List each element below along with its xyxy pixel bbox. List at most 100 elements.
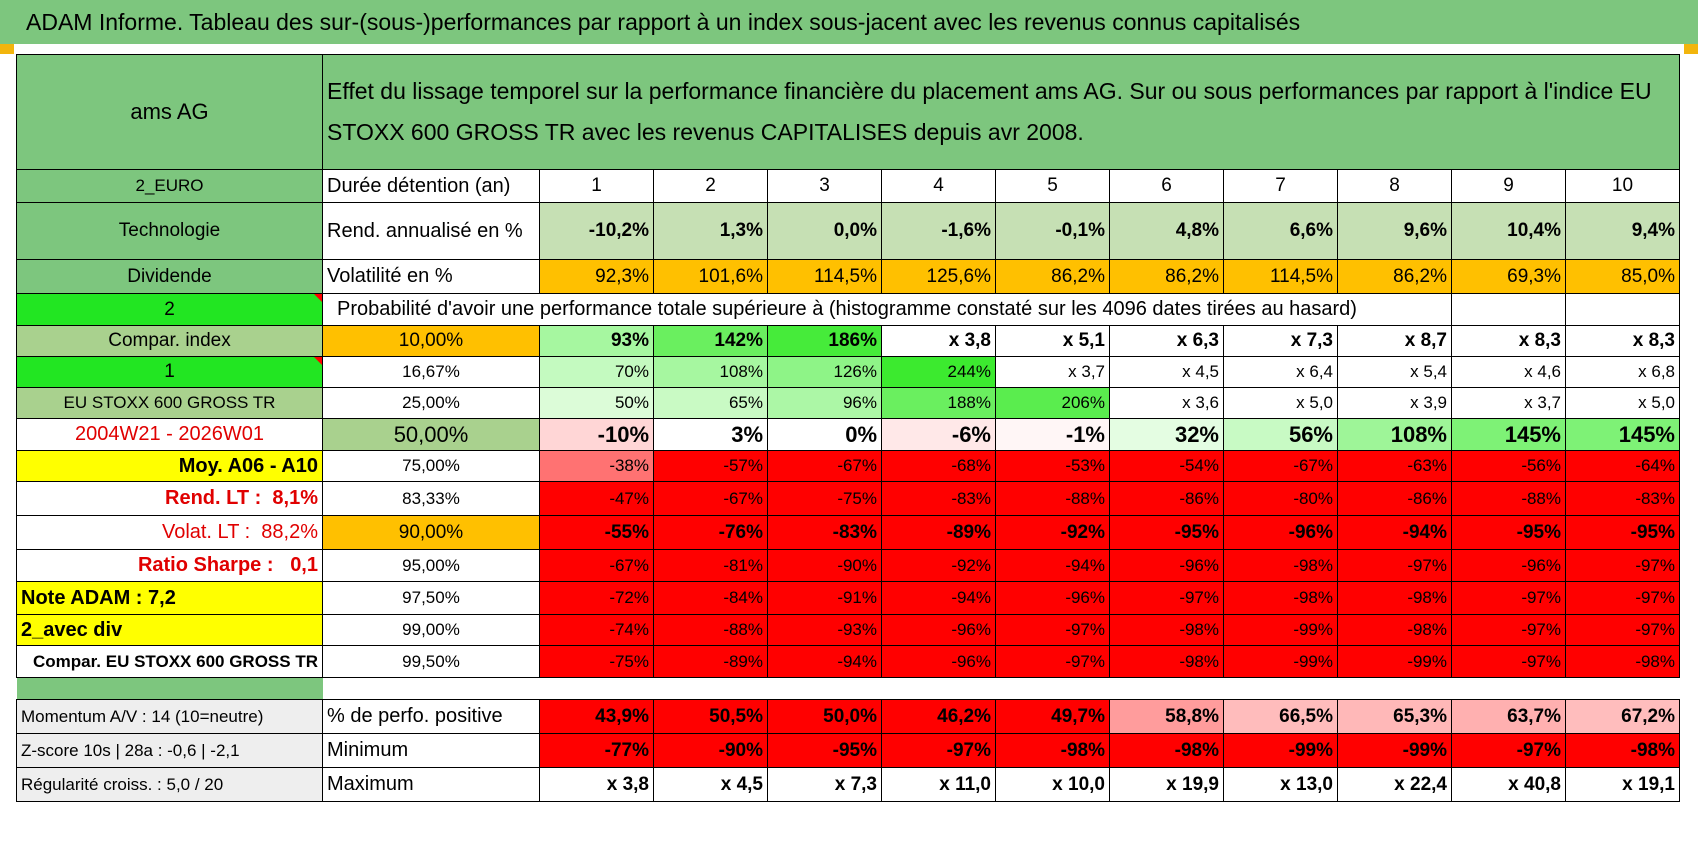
quantile-cell: -83%	[767, 515, 882, 550]
sharpe-label: Ratio Sharpe :	[137, 554, 274, 576]
report-title: ADAM Informe. Tableau des sur-(sous-)per…	[0, 0, 1698, 44]
stats-cell: x 4,5	[653, 767, 768, 802]
quantile-cell: -96%	[1451, 549, 1566, 582]
quantile-cell: -64%	[1565, 450, 1680, 482]
zscore-label: Z-score 10s | 28a : -0,6 | -2,1	[16, 733, 323, 768]
stats-cell: -97%	[881, 733, 996, 768]
quantile-cell: -84%	[653, 581, 768, 615]
quantile-value: 75,00%	[322, 450, 540, 482]
quantile-value: 50,00%	[322, 418, 540, 451]
quantile-cell: -67%	[653, 481, 768, 516]
quantile-value: 95,00%	[322, 549, 540, 582]
stats-row: Z-score 10s | 28a : -0,6 | -2,1 Minimum …	[16, 733, 1680, 768]
quantile-cell: -83%	[881, 481, 996, 516]
stats-cell: 65,3%	[1337, 699, 1452, 734]
stats-cell: -99%	[1223, 733, 1338, 768]
stats-cell: -97%	[1451, 733, 1566, 768]
quantile-cell: 188%	[881, 387, 996, 419]
quantile-cell: -67%	[539, 549, 654, 582]
compar-index-label: Compar. index	[16, 325, 323, 357]
vol-row: Dividende Volatilité en % 92,3% 101,6% 1…	[16, 259, 1680, 294]
quantile-row: Ratio Sharpe : 0,1 95,00% -67% -81% -90%…	[16, 549, 1680, 582]
rend-row: Technologie Rend. annualisé en % -10,2% …	[16, 202, 1680, 260]
stats-row: Régularité croiss. : 5,0 / 20 Maximum x …	[16, 767, 1680, 802]
vol-value: 101,6%	[653, 259, 768, 294]
probability-label: Probabilité d'avoir une performance tota…	[322, 293, 1452, 326]
corner-marker-right	[1684, 44, 1698, 54]
index-name-label: EU STOXX 600 GROSS TR	[16, 387, 323, 419]
quantile-cell: -98%	[1223, 549, 1338, 582]
rend-value: 9,4%	[1565, 202, 1680, 260]
quantile-cell: -98%	[1337, 581, 1452, 615]
quantile-cell: -63%	[1337, 450, 1452, 482]
quantile-cell: -67%	[1223, 450, 1338, 482]
quantile-cell: 108%	[1337, 418, 1452, 451]
stats-cell: 46,2%	[881, 699, 996, 734]
quantile-row: 1 16,67% 70% 108% 126% 244% x 3,7 x 4,5 …	[16, 356, 1680, 388]
quantile-cell: x 8,7	[1337, 325, 1452, 357]
performance-table: ams AG Effet du lissage temporel sur la …	[16, 54, 1680, 802]
stats-cell: 50,0%	[767, 699, 882, 734]
quantile-cell: 56%	[1223, 418, 1338, 451]
quantile-cell: x 6,3	[1109, 325, 1224, 357]
quantile-cell: -95%	[1109, 515, 1224, 550]
avg-label: Moy. A06 - A10	[16, 450, 323, 482]
quantile-cell: -96%	[881, 614, 996, 646]
stats-cell: -77%	[539, 733, 654, 768]
quantile-cell: x 8,3	[1451, 325, 1566, 357]
vol-value: 69,3%	[1451, 259, 1566, 294]
note-adam: Note ADAM : 7,2	[16, 581, 323, 615]
quantile-cell: -89%	[881, 515, 996, 550]
dividend-label: Dividende	[16, 259, 323, 294]
rend-value: -0,1%	[995, 202, 1110, 260]
rend-value: 10,4%	[1451, 202, 1566, 260]
rend-value: -1,6%	[881, 202, 996, 260]
quantile-value: 25,00%	[322, 387, 540, 419]
stats-cell: -98%	[1109, 733, 1224, 768]
volat-lt-value: 88,2%	[261, 521, 318, 543]
momentum-label: Momentum A/V : 14 (10=neutre)	[16, 699, 323, 734]
rend-lt-value: 8,1%	[272, 487, 318, 509]
stats-cell: x 22,4	[1337, 767, 1452, 802]
rend-label: Rend. annualisé en %	[322, 202, 540, 260]
quantile-cell: -96%	[1223, 515, 1338, 550]
quantile-row: Compar. EU STOXX 600 GROSS TR 99,50% -75…	[16, 645, 1680, 678]
quantile-cell: -96%	[1109, 549, 1224, 582]
year-header: 8	[1337, 169, 1452, 203]
quantile-cell: -98%	[1223, 581, 1338, 615]
num-one: 1	[16, 356, 323, 388]
quantile-cell: -67%	[767, 450, 882, 482]
quantile-row: Rend. LT : 8,1% 83,33% -47% -67% -75% -8…	[16, 481, 1680, 516]
stats-cell: -90%	[653, 733, 768, 768]
year-header: 7	[1223, 169, 1338, 203]
quantile-cell: -6%	[881, 418, 996, 451]
quantile-cell: -97%	[995, 614, 1110, 646]
quantile-cell: -47%	[539, 481, 654, 516]
holding-duration-label: Durée détention (an)	[322, 169, 540, 203]
sharpe: Ratio Sharpe : 0,1	[16, 549, 323, 582]
regularity-label: Régularité croiss. : 5,0 / 20	[16, 767, 323, 802]
volat-lt: Volat. LT : 88,2%	[16, 515, 323, 550]
quantile-cell: -98%	[1109, 645, 1224, 678]
quantile-value: 97,50%	[322, 581, 540, 615]
currency-label: 2_EURO	[16, 169, 323, 203]
vol-value: 114,5%	[767, 259, 882, 294]
quantile-cell: -88%	[995, 481, 1110, 516]
quantile-row: Volat. LT : 88,2% 90,00% -55% -76% -83% …	[16, 515, 1680, 550]
stats-cell: 66,5%	[1223, 699, 1338, 734]
year-header: 1	[539, 169, 654, 203]
year-header: 6	[1109, 169, 1224, 203]
spacer	[323, 678, 1680, 700]
quantile-cell: -99%	[1223, 645, 1338, 678]
quantile-cell: x 4,5	[1109, 356, 1224, 388]
quantile-cell: -81%	[653, 549, 768, 582]
period-label: 2004W21 - 2026W01	[16, 418, 323, 451]
rend-value: -10,2%	[539, 202, 654, 260]
stats-cell: x 3,8	[539, 767, 654, 802]
year-header: 2	[653, 169, 768, 203]
quantile-value: 90,00%	[322, 515, 540, 550]
stats-cell: -95%	[767, 733, 882, 768]
quantile-cell: x 3,7	[1451, 387, 1566, 419]
quantile-cell: -97%	[1451, 645, 1566, 678]
quantile-cell: 108%	[653, 356, 768, 388]
